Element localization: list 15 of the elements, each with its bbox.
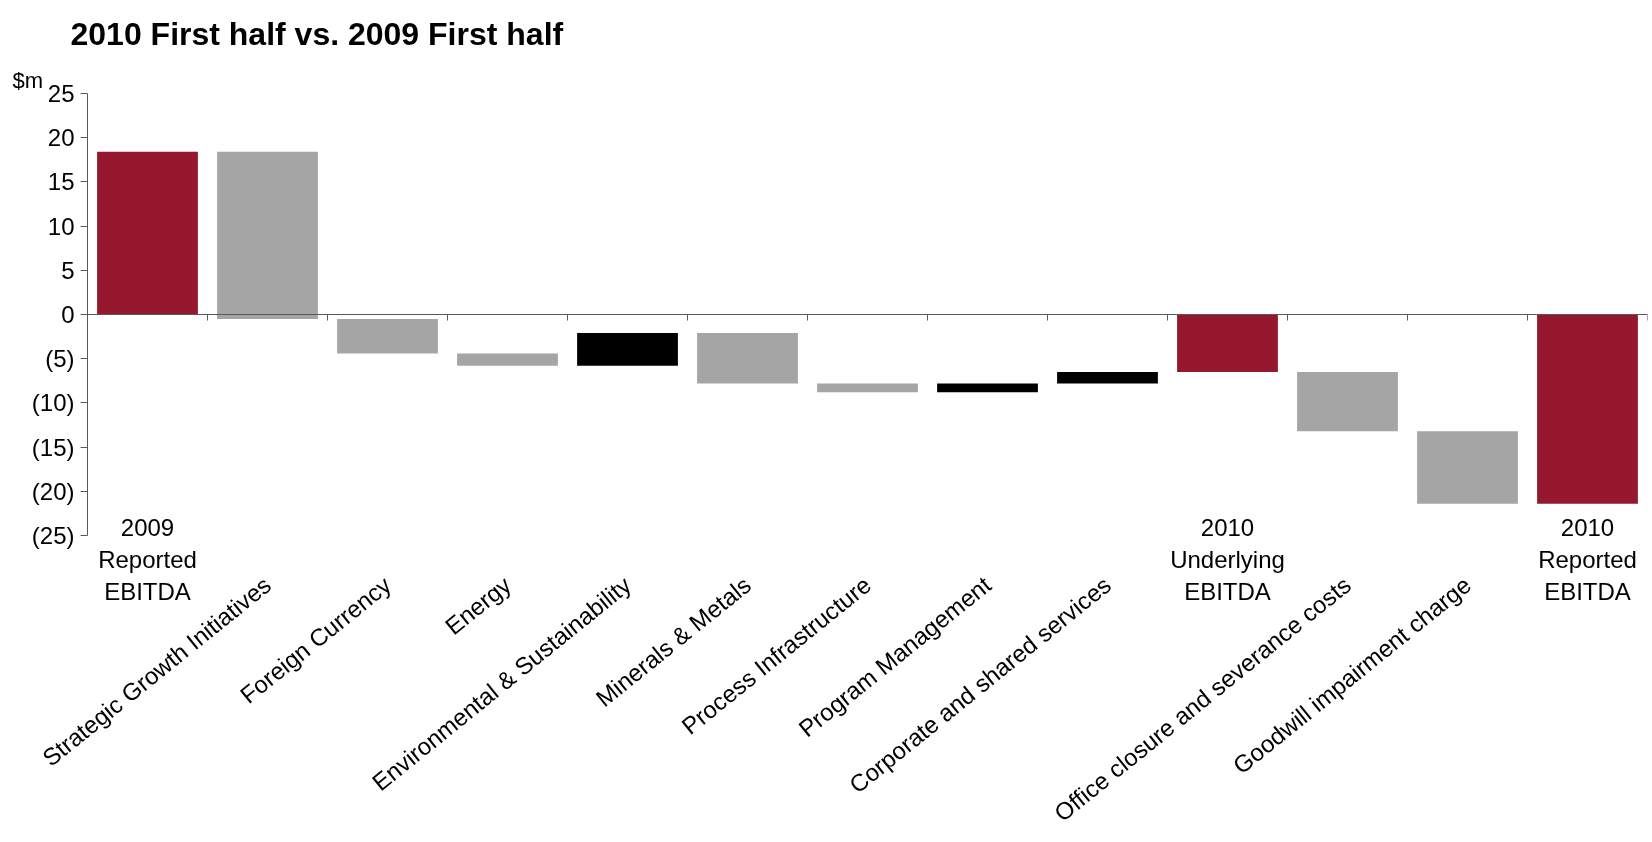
y-tick-label: 10 [47, 212, 75, 240]
y-tick-label: (20) [31, 477, 75, 505]
chart-title: 2010 First half vs. 2009 First half [70, 15, 564, 52]
y-tick-label: 15 [47, 168, 75, 196]
y-axis-title: $m [12, 67, 44, 93]
y-tick-label: 25 [47, 80, 75, 107]
y-tick-label: (15) [31, 433, 75, 461]
y-tick-label: 0 [61, 301, 75, 328]
y-tick-label: (25) [31, 522, 75, 549]
y-tick-label: (10) [31, 389, 75, 417]
x-tick-label: 2010 Reported EBITDA [1538, 513, 1637, 606]
y-tick-label: 5 [61, 256, 75, 284]
y-tick-label: (5) [45, 345, 75, 373]
y-tick-label: 20 [47, 124, 75, 152]
x-tick-label: 2010 Underlying EBITDA [1170, 513, 1285, 606]
